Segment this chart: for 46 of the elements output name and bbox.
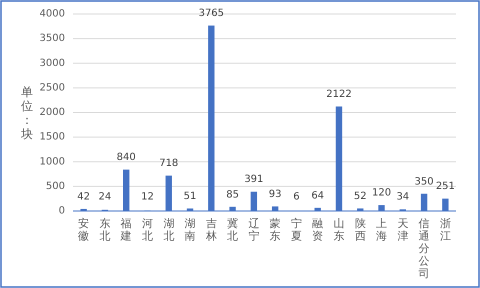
data-label: 6 xyxy=(293,192,300,202)
x-tick-label: 信通分公司 xyxy=(418,216,430,280)
data-label: 42 xyxy=(77,191,90,202)
x-tick-label: 浙江 xyxy=(440,216,451,242)
data-label: 24 xyxy=(98,192,112,202)
data-label: 2122 xyxy=(326,88,352,100)
data-label: 350 xyxy=(414,176,434,188)
y-tick-label: 2000 xyxy=(40,107,65,118)
y-tick-label: 1000 xyxy=(40,156,65,168)
x-tick-label: 湖南 xyxy=(184,216,196,242)
x-tick-label: 吉林 xyxy=(204,216,217,242)
y-axis-title: 单位：块 xyxy=(20,85,33,141)
data-label: 3765 xyxy=(198,8,224,20)
x-tick-label: 上海 xyxy=(376,216,388,242)
x-tick-label: 融资 xyxy=(312,216,324,242)
x-tick-label: 湖北 xyxy=(163,216,174,242)
data-label: 93 xyxy=(268,188,282,200)
data-label: 34 xyxy=(396,192,410,202)
x-tick-label: 福建 xyxy=(120,216,132,242)
data-label: 251 xyxy=(436,181,455,192)
x-tick-label: 东北 xyxy=(99,216,110,242)
y-tick-label: 1500 xyxy=(40,132,65,143)
data-label: 718 xyxy=(159,158,178,170)
y-tick-label: 0 xyxy=(58,206,65,216)
x-tick-label: 河北 xyxy=(142,216,153,242)
x-tick-label: 辽宁 xyxy=(248,216,260,242)
data-label: 64 xyxy=(311,190,324,202)
x-tick-label: 天津 xyxy=(397,216,408,242)
x-tick-label: 宁夏 xyxy=(290,216,302,242)
data-label: 85 xyxy=(226,189,239,200)
y-tick-label: 3500 xyxy=(40,33,65,44)
y-tick-label: 2500 xyxy=(40,82,65,94)
data-label: 12 xyxy=(141,192,154,202)
data-label: 120 xyxy=(372,188,392,199)
x-tick-label: 冀北 xyxy=(227,216,238,242)
data-label: 51 xyxy=(184,190,196,202)
y-tick-label: 3000 xyxy=(40,58,65,69)
x-tick-label: 山东 xyxy=(333,216,344,242)
y-tick-label: 4000 xyxy=(40,8,65,20)
data-label: 391 xyxy=(244,174,264,186)
x-tick-label: 蒙东 xyxy=(270,216,281,242)
x-tick-label: 安徽 xyxy=(78,216,90,242)
y-tick-label: 500 xyxy=(46,180,65,192)
data-label: 52 xyxy=(354,190,367,202)
data-label: 840 xyxy=(116,152,136,164)
x-tick-label: 陕西 xyxy=(354,216,366,242)
